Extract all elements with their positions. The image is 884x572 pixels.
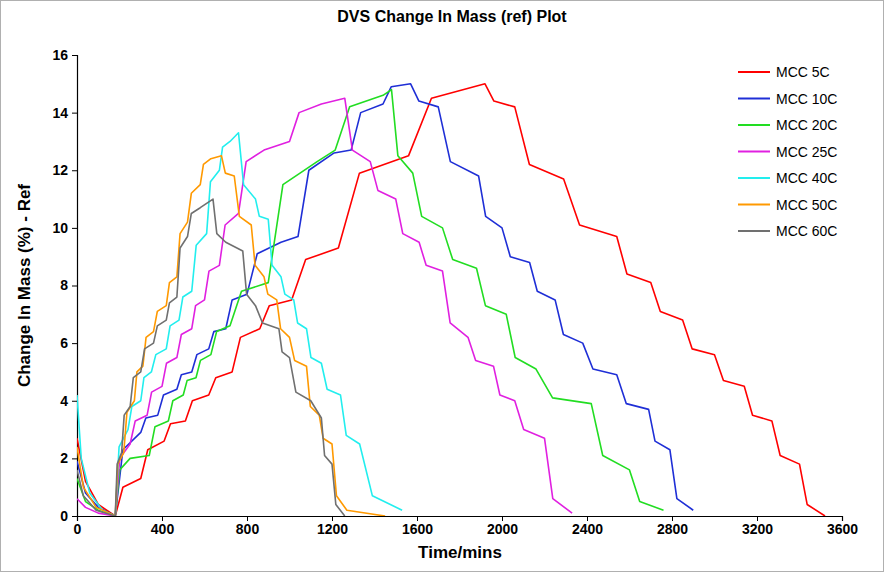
legend-label: MCC 50C <box>776 197 837 213</box>
series-line <box>77 133 402 516</box>
y-tick: 6 <box>60 335 77 351</box>
y-tick-label: 12 <box>52 162 68 178</box>
y-tick-mark <box>72 170 77 171</box>
x-tick: 3200 <box>742 516 773 537</box>
x-tick: 2000 <box>487 516 518 537</box>
legend-swatch <box>738 71 770 73</box>
x-tick-label: 3600 <box>827 521 858 537</box>
series-line <box>77 90 664 516</box>
legend-swatch <box>738 124 770 126</box>
x-tick-label: 0 <box>74 521 82 537</box>
x-tick-label: 3200 <box>742 521 773 537</box>
x-axis-line <box>78 517 843 522</box>
chart-title: DVS Change In Mass (ref) Plot <box>337 8 567 25</box>
y-tick: 12 <box>52 162 77 178</box>
legend-label: MCC 5C <box>776 64 830 80</box>
legend-swatch <box>738 230 770 232</box>
y-tick-label: 2 <box>60 450 68 466</box>
x-tick: 800 <box>236 516 260 537</box>
y-tick-label: 6 <box>60 335 68 351</box>
y-tick: 14 <box>52 105 77 121</box>
y-tick: 8 <box>60 277 77 293</box>
x-tick: 1600 <box>402 516 433 537</box>
x-tick-label: 2000 <box>487 521 518 537</box>
legend-label: MCC 20C <box>776 117 837 133</box>
y-tick: 16 <box>52 47 77 63</box>
y-tick: 10 <box>52 220 77 236</box>
y-tick-mark <box>72 113 77 114</box>
x-tick: 2400 <box>572 516 603 537</box>
x-tick: 1200 <box>317 516 348 537</box>
y-tick-mark <box>72 55 77 56</box>
series-line <box>77 84 825 516</box>
y-axis-line <box>72 56 78 517</box>
y-tick-label: 4 <box>60 393 68 409</box>
x-tick-label: 1200 <box>317 521 348 537</box>
y-tick-mark <box>72 228 77 229</box>
series-line <box>77 156 385 516</box>
x-tick: 400 <box>151 516 175 537</box>
legend-label: MCC 40C <box>776 170 837 186</box>
y-tick-mark <box>72 343 77 344</box>
legend-swatch <box>738 98 770 100</box>
legend-swatch <box>738 204 770 206</box>
y-tick: 4 <box>60 393 77 409</box>
y-tick-mark <box>72 286 77 287</box>
y-axis: 0 2 4 6 8 10 12 14 16 <box>52 47 77 524</box>
x-tick-label: 2400 <box>572 521 603 537</box>
x-tick: 3600 <box>827 516 858 537</box>
y-tick-label: 0 <box>60 508 68 524</box>
legend-label: MCC 10C <box>776 91 837 107</box>
chart-border <box>1 1 884 572</box>
legend: MCC 5C MCC 10C MCC 20C MCC 25C MCC 40C MCC 50… <box>738 64 837 239</box>
y-tick-label: 8 <box>60 277 68 293</box>
series-line <box>77 84 693 516</box>
y-tick-mark <box>72 458 77 459</box>
x-tick-label: 1600 <box>402 521 433 537</box>
x-axis: 0 400 800 1200 1600 2000 2400 2800 3200 3600 <box>74 516 859 537</box>
legend-swatch <box>738 151 770 153</box>
y-tick: 2 <box>60 450 77 466</box>
y-tick-label: 16 <box>52 47 68 63</box>
series-line <box>77 199 345 516</box>
x-tick-label: 2800 <box>657 521 688 537</box>
x-tick-label: 800 <box>236 521 260 537</box>
chart-svg: 0 2 4 6 8 10 12 14 16 0 400 800 1200 1600 2000 2400 2800… <box>0 0 884 572</box>
legend-swatch <box>738 177 770 179</box>
legend-label: MCC 60C <box>776 223 837 239</box>
x-axis-title: Time/mins <box>418 543 502 562</box>
plot-area <box>77 84 825 516</box>
x-tick: 0 <box>74 516 82 537</box>
series-line <box>77 98 572 516</box>
y-tick-label: 10 <box>52 220 68 236</box>
y-tick-mark <box>72 401 77 402</box>
x-tick: 2800 <box>657 516 688 537</box>
x-tick-label: 400 <box>151 521 175 537</box>
y-tick-mark <box>72 516 77 517</box>
y-tick-label: 14 <box>52 105 68 121</box>
legend-label: MCC 25C <box>776 144 837 160</box>
y-axis-title: Change In Mass (%) - Ref <box>15 184 34 387</box>
